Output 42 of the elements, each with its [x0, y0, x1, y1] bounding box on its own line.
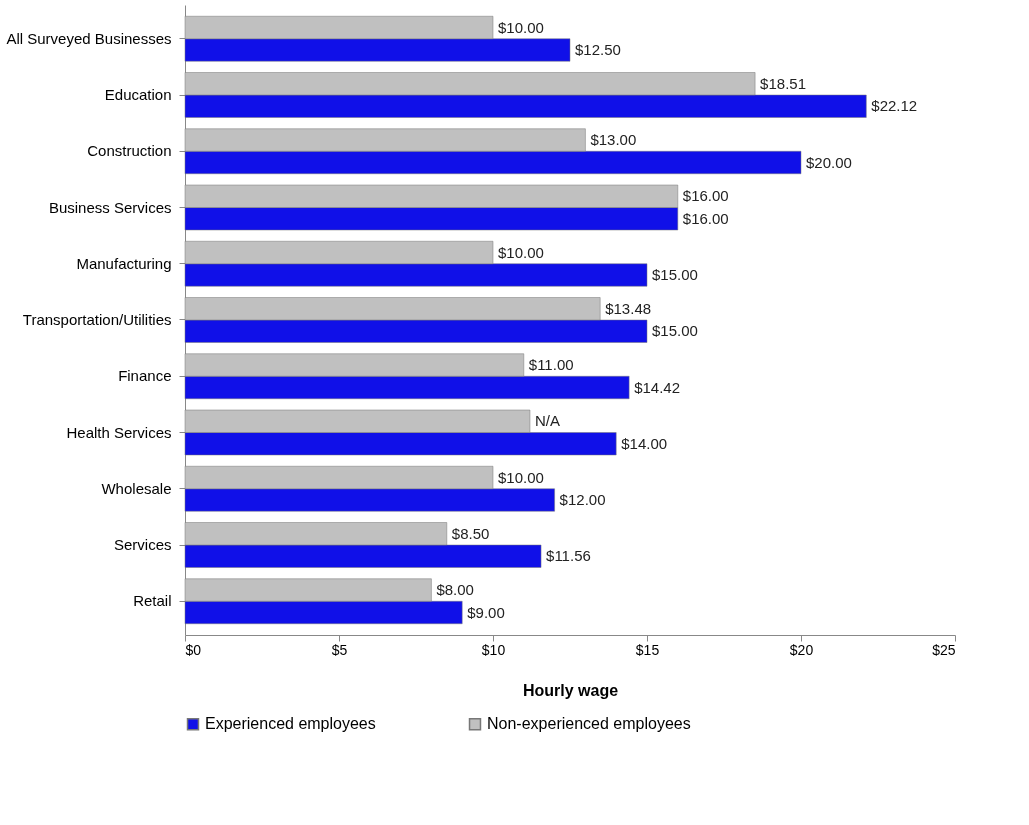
data-label: $8.50 — [451, 524, 490, 542]
data-label: $10.00 — [498, 243, 544, 261]
data-label: $11.56 — [546, 547, 591, 565]
y-tick-label: Transportation/Utilities — [22, 311, 172, 328]
x-tick-label: $15 — [635, 641, 660, 658]
y-tick-label: Wholesale — [101, 479, 172, 497]
data-label: $15.00 — [652, 266, 698, 283]
y-tick-label: All Surveyed Businesses — [6, 29, 172, 47]
data-label: $22.12 — [871, 97, 918, 115]
data-label: $15.00 — [652, 322, 698, 340]
y-tick-label: Manufacturing — [76, 254, 172, 272]
legend-label: Experienced employees — [205, 715, 376, 733]
data-label: $20.00 — [806, 153, 852, 171]
data-label: $8.00 — [436, 581, 474, 598]
data-label: $11.00 — [528, 356, 574, 373]
y-tick-label: Finance — [118, 367, 172, 385]
data-label: $14.42 — [634, 378, 681, 396]
x-tick-label: $25 — [932, 641, 956, 658]
data-label: $16.00 — [682, 209, 729, 227]
data-label: $10.00 — [498, 468, 544, 486]
data-label: $14.00 — [621, 434, 668, 452]
y-tick-label: Business Services — [48, 198, 172, 216]
x-tick-label: $20 — [789, 641, 814, 658]
data-label: $16.00 — [682, 187, 729, 205]
data-label: $12.50 — [575, 41, 621, 58]
x-axis-title: Hourly wage — [522, 681, 619, 699]
y-tick-label: Education — [104, 86, 172, 103]
y-tick-label: Retail — [133, 592, 172, 610]
x-tick-label: $10 — [481, 641, 506, 658]
data-label: N/A — [534, 412, 560, 430]
y-tick-label: Health Services — [66, 423, 172, 441]
data-label: $10.00 — [498, 18, 544, 36]
data-label: $13.48 — [605, 299, 652, 317]
x-tick-label: $5 — [331, 641, 348, 658]
x-tick-label: $0 — [185, 641, 202, 658]
data-label: $12.00 — [559, 491, 606, 508]
y-tick-label: Construction — [87, 142, 172, 160]
data-label: $13.00 — [590, 131, 637, 148]
data-label: $18.51 — [760, 74, 806, 92]
y-tick-label: Services — [113, 536, 172, 553]
data-label: $9.00 — [467, 603, 505, 621]
legend-label: Non-experienced employees — [487, 715, 691, 733]
